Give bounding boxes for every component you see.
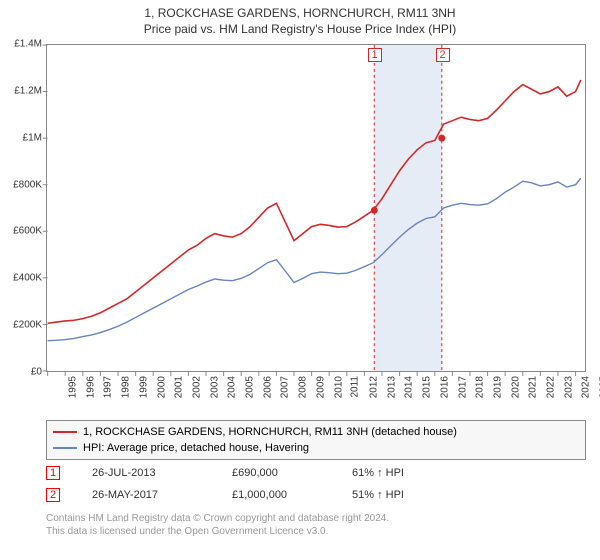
y-tick-label: £1.2M — [2, 85, 42, 96]
x-tick-label: 2001 — [173, 376, 184, 398]
legend-swatch — [53, 431, 77, 433]
y-tick-label: £1M — [2, 132, 42, 143]
x-tick-label: 2019 — [492, 376, 503, 398]
x-tick-label: 2014 — [404, 376, 415, 398]
sale-hpi-diff: 51% ↑ HPI — [352, 489, 492, 501]
x-tick-label: 2017 — [457, 376, 468, 398]
legend-item: HPI: Average price, detached house, Have… — [53, 440, 579, 456]
sale-price: £1,000,000 — [232, 489, 352, 501]
legend: 1, ROCKCHASE GARDENS, HORNCHURCH, RM11 3… — [46, 420, 586, 460]
y-tick-label: £800K — [2, 179, 42, 190]
sale-hpi-diff: 61% ↑ HPI — [352, 467, 492, 479]
sales-table: 1 26-JUL-2013 £690,000 61% ↑ HPI 2 26-MA… — [46, 462, 586, 506]
footer-line: This data is licensed under the Open Gov… — [46, 525, 586, 538]
x-tick-label: 2016 — [439, 376, 450, 398]
x-tick-label: 2022 — [545, 376, 556, 398]
x-tick-label: 2010 — [333, 376, 344, 398]
y-tick-label: £1.4M — [2, 39, 42, 50]
x-tick-label: 2012 — [368, 376, 379, 398]
legend-label: HPI: Average price, detached house, Have… — [83, 442, 309, 454]
sale-date: 26-MAY-2017 — [92, 489, 232, 501]
sales-row: 2 26-MAY-2017 £1,000,000 51% ↑ HPI — [46, 484, 586, 506]
x-tick-label: 2015 — [421, 376, 432, 398]
sale-marker-icon: 2 — [46, 488, 60, 502]
legend-item: 1, ROCKCHASE GARDENS, HORNCHURCH, RM11 3… — [53, 424, 579, 440]
sales-row: 1 26-JUL-2013 £690,000 61% ↑ HPI — [46, 462, 586, 484]
plot-area — [46, 44, 586, 372]
x-tick-label: 2007 — [280, 376, 291, 398]
x-tick-label: 1996 — [85, 376, 96, 398]
sale-marker-icon: 1 — [46, 466, 60, 480]
legend-label: 1, ROCKCHASE GARDENS, HORNCHURCH, RM11 3… — [83, 426, 457, 438]
x-tick-label: 2011 — [350, 376, 361, 398]
x-tick-label: 2006 — [262, 376, 273, 398]
y-tick-label: £600K — [2, 226, 42, 237]
legend-swatch — [53, 447, 77, 449]
sale-date: 26-JUL-2013 — [92, 467, 232, 479]
footer-line: Contains HM Land Registry data © Crown c… — [46, 512, 586, 525]
x-tick-label: 1999 — [138, 376, 149, 398]
x-tick-label: 2020 — [510, 376, 521, 398]
chart-subtitle: Price paid vs. HM Land Registry's House … — [0, 20, 600, 40]
x-tick-label: 2005 — [244, 376, 255, 398]
x-tick-label: 1998 — [120, 376, 131, 398]
y-tick-label: £200K — [2, 320, 42, 331]
plot-svg — [47, 45, 585, 371]
y-tick-label: £0 — [2, 367, 42, 378]
x-tick-label: 1995 — [67, 376, 78, 398]
x-tick-label: 2000 — [156, 376, 167, 398]
x-tick-label: 2009 — [315, 376, 326, 398]
x-tick-label: 2004 — [227, 376, 238, 398]
x-tick-label: 2023 — [563, 376, 574, 398]
x-tick-label: 2024 — [581, 376, 592, 398]
x-tick-label: 2013 — [386, 376, 397, 398]
x-tick-label: 1997 — [103, 376, 114, 398]
footer-attribution: Contains HM Land Registry data © Crown c… — [46, 512, 586, 538]
x-tick-label: 2002 — [191, 376, 202, 398]
chart-container: 1, ROCKCHASE GARDENS, HORNCHURCH, RM11 3… — [0, 0, 600, 560]
x-tick-label: 2003 — [209, 376, 220, 398]
x-tick-label: 2021 — [528, 376, 539, 398]
chart-marker-label: 1 — [368, 48, 382, 62]
x-tick-label: 2008 — [297, 376, 308, 398]
x-tick-label: 2018 — [474, 376, 485, 398]
chart-marker-label: 2 — [436, 48, 450, 62]
sale-price: £690,000 — [232, 467, 352, 479]
chart-title: 1, ROCKCHASE GARDENS, HORNCHURCH, RM11 3… — [0, 0, 600, 20]
y-tick-label: £400K — [2, 273, 42, 284]
